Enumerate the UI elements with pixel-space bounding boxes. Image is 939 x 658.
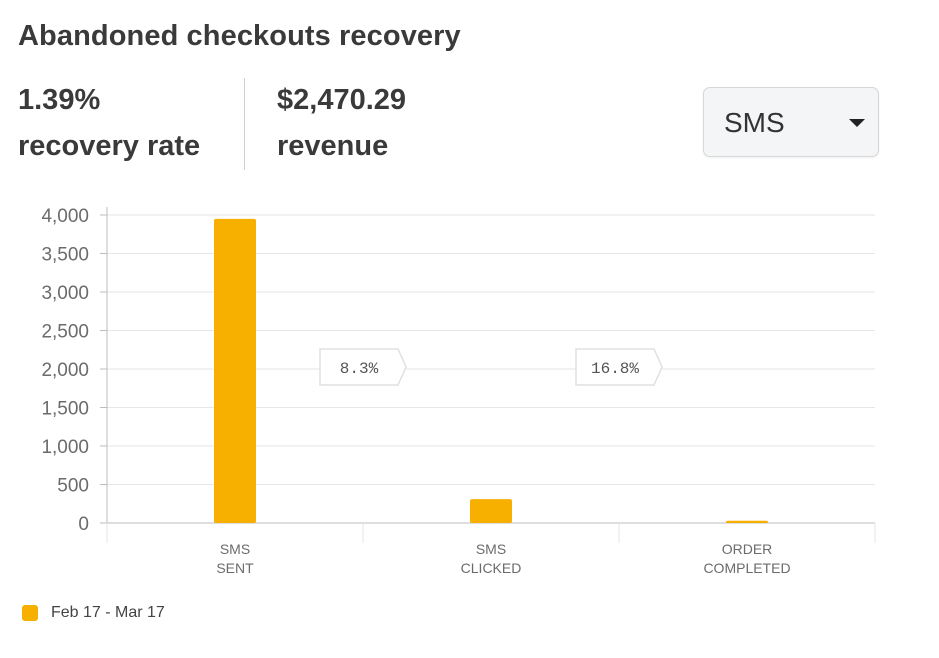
chart-legend: Feb 17 - Mar 17 [22, 604, 165, 622]
page-title: Abandoned checkouts recovery [18, 20, 461, 52]
x-tick-label: COMPLETED [703, 560, 790, 576]
funnel-bar-chart: 0 500 1,000 1,500 2,000 2,500 3,000 3,500 4,000 S… [41, 206, 876, 576]
y-tick-label: 3,500 [41, 245, 89, 266]
y-tick-label: 2,500 [41, 322, 89, 343]
stat-divider [244, 78, 245, 170]
x-tick-label: ORDER [722, 541, 773, 557]
conversion-label: 16.8% [591, 360, 639, 378]
revenue-value: $2,470.29 [277, 84, 407, 116]
channel-dropdown-value: SMS [724, 107, 785, 138]
conversion-label: 8.3% [340, 360, 379, 378]
x-tick-label: SENT [216, 560, 254, 576]
y-tick-label: 1,500 [41, 399, 89, 420]
legend-swatch [22, 605, 38, 621]
revenue-label: revenue [277, 130, 389, 162]
x-tick-label: SMS [476, 541, 506, 557]
y-tick-label: 4,000 [41, 206, 89, 227]
y-tick-label: 3,000 [41, 283, 89, 304]
bar [726, 520, 768, 523]
y-tick-label: 1,000 [41, 437, 89, 458]
caret-down-icon [849, 119, 865, 127]
bar [214, 218, 256, 523]
recovery-rate-stat: 1.39% recovery rate [18, 77, 200, 169]
y-tick-label: 2,000 [41, 360, 89, 381]
x-tick-label: SMS [220, 541, 250, 557]
x-tick-label: CLICKED [461, 560, 522, 576]
y-tick-label: 0 [78, 514, 89, 535]
y-tick-label: 500 [57, 476, 89, 497]
channel-dropdown[interactable]: SMS [703, 87, 879, 157]
legend-label: Feb 17 - Mar 17 [51, 604, 165, 621]
recovery-rate-label: recovery rate [18, 130, 201, 162]
bar [470, 499, 512, 523]
conversion-badge [319, 348, 407, 386]
recovery-rate-value: 1.39% [18, 84, 101, 116]
revenue-stat: $2,470.29 revenue [277, 77, 406, 169]
conversion-badge [575, 348, 663, 386]
